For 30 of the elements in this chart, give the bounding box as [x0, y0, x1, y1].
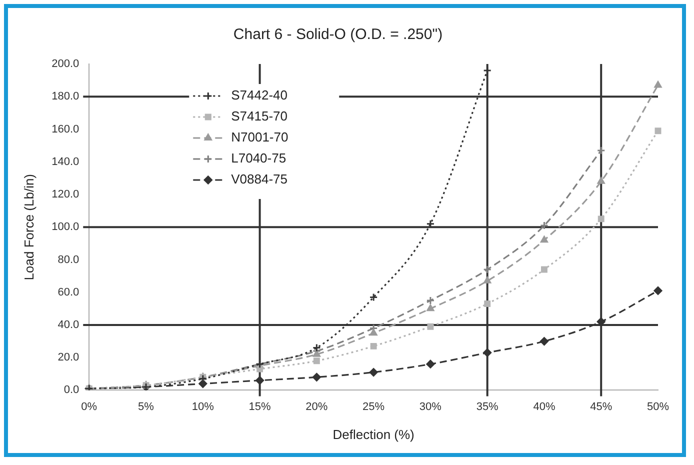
x-tick-label: 40%: [533, 400, 556, 413]
x-tick-label: 30%: [419, 400, 442, 413]
legend-label: S7442-40: [231, 88, 288, 103]
y-tick-label: 0.0: [64, 384, 80, 396]
x-tick-label: 20%: [306, 400, 328, 413]
x-axis-title: Deflection (%): [332, 426, 414, 442]
legend-label: V0884-75: [231, 172, 288, 187]
y-tick-label: 20.0: [58, 352, 80, 364]
legend-label: N7001-70: [231, 130, 288, 145]
x-tick-label: 50%: [646, 400, 670, 413]
y-tick-label: 120.0: [52, 188, 80, 201]
x-tick-label: 15%: [248, 400, 272, 413]
y-tick-label: 100.0: [52, 221, 80, 234]
y-tick-label: 60.0: [58, 286, 80, 298]
y-tick-label: 40.0: [58, 318, 80, 331]
x-tick-label: 25%: [362, 400, 385, 413]
y-axis-title: Load Force (Lb/in): [21, 174, 36, 280]
x-tick-label: 35%: [476, 400, 499, 413]
legend-label: L7040-75: [231, 150, 286, 166]
y-tick-label: 200.0: [52, 58, 80, 70]
x-tick-label: 5%: [138, 400, 154, 413]
chart-title: Chart 6 - Solid-O (O.D. = .250"): [233, 26, 443, 44]
x-tick-label: 45%: [590, 400, 612, 413]
y-tick-label: 80.0: [58, 254, 80, 266]
legend-label: S7415-70: [231, 108, 288, 124]
y-tick-label: 160.0: [52, 123, 80, 136]
x-tick-label: 0%: [81, 400, 98, 413]
y-tick-label: 180.0: [52, 90, 80, 103]
x-tick-label: 10%: [192, 400, 214, 413]
y-tick-label: 140.0: [52, 156, 80, 168]
